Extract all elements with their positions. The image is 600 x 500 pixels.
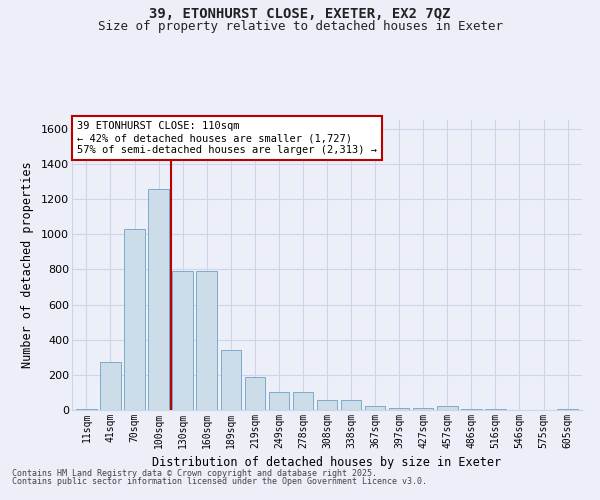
Text: Contains HM Land Registry data © Crown copyright and database right 2025.: Contains HM Land Registry data © Crown c… (12, 468, 377, 477)
Bar (413, 408, 433, 410)
Bar (437, 406, 458, 410)
Bar (124, 229, 145, 410)
Bar (221, 350, 241, 410)
Bar (365, 406, 385, 410)
Bar (557, 409, 578, 410)
Text: 39 ETONHURST CLOSE: 110sqm
← 42% of detached houses are smaller (1,727)
57% of s: 39 ETONHURST CLOSE: 110sqm ← 42% of deta… (77, 122, 377, 154)
Bar (389, 408, 409, 410)
X-axis label: Distribution of detached houses by size in Exeter: Distribution of detached houses by size … (152, 456, 502, 469)
Bar (317, 400, 337, 410)
Bar (172, 271, 193, 410)
Bar (196, 271, 217, 410)
Bar (100, 362, 121, 410)
Text: 39, ETONHURST CLOSE, EXETER, EX2 7QZ: 39, ETONHURST CLOSE, EXETER, EX2 7QZ (149, 8, 451, 22)
Y-axis label: Number of detached properties: Number of detached properties (21, 162, 34, 368)
Bar (461, 409, 482, 410)
Bar (245, 378, 265, 410)
Bar (341, 400, 361, 410)
Bar (148, 188, 169, 410)
Bar (485, 409, 506, 410)
Text: Size of property relative to detached houses in Exeter: Size of property relative to detached ho… (97, 20, 503, 33)
Bar (76, 409, 97, 410)
Bar (269, 392, 289, 410)
Text: Contains public sector information licensed under the Open Government Licence v3: Contains public sector information licen… (12, 477, 427, 486)
Bar (293, 392, 313, 410)
